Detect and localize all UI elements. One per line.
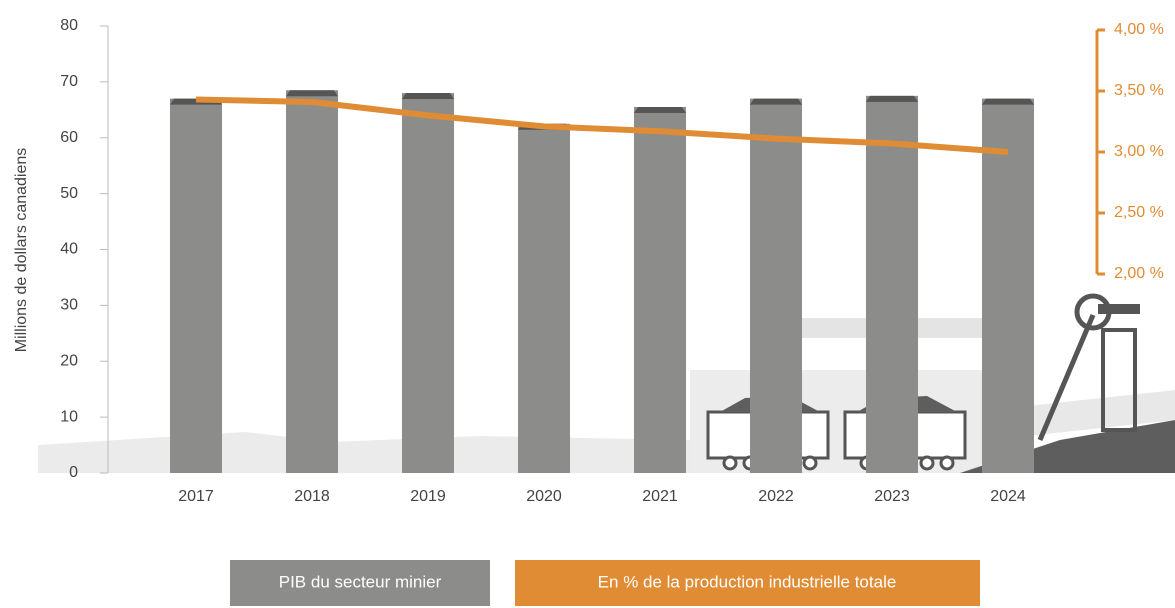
bar: [750, 99, 802, 473]
bar-cap: [402, 93, 454, 99]
x-tick-label: 2017: [178, 488, 214, 505]
y-tick-label: 20: [60, 352, 78, 369]
x-tick-label: 2021: [642, 488, 678, 505]
x-tick-label: 2018: [294, 488, 330, 505]
y2-tick-label: 2,00 %: [1114, 265, 1164, 282]
bar-cap: [750, 99, 802, 105]
bar-cap: [982, 99, 1034, 105]
y-tick-label: 30: [60, 297, 78, 314]
chart: Millions de dollars canadiens PIB du sec…: [0, 0, 1175, 608]
x-tick-label: 2019: [410, 488, 446, 505]
bar: [286, 90, 338, 473]
y-axis-label: Millions de dollars canadiens: [13, 148, 30, 353]
x-tick-label: 2022: [758, 488, 794, 505]
y-tick-label: 10: [60, 408, 78, 425]
y2-tick-label: 3,00 %: [1114, 143, 1164, 160]
bar-cap: [634, 107, 686, 113]
legend-label: En % de la production industrielle total…: [598, 572, 897, 591]
bar: [982, 99, 1034, 473]
bar-cap: [286, 90, 338, 96]
bar: [402, 93, 454, 473]
bar: [170, 99, 222, 473]
x-tick-label: 2020: [526, 488, 562, 505]
legend: PIB du secteur minier En % de la product…: [230, 560, 980, 606]
bar: [634, 107, 686, 473]
y2-tick-label: 4,00 %: [1114, 21, 1164, 38]
y2-tick-label: 3,50 %: [1114, 82, 1164, 99]
y-tick-label: 0: [69, 464, 78, 481]
y-tick-label: 70: [60, 73, 78, 90]
x-tick-label: 2023: [874, 488, 910, 505]
bar: [866, 96, 918, 473]
y2-tick-label: 2,50 %: [1114, 204, 1164, 221]
bar: [518, 124, 570, 473]
y-tick-label: 80: [60, 17, 78, 34]
legend-label: PIB du secteur minier: [279, 572, 442, 591]
x-tick-label: 2024: [990, 488, 1026, 505]
y-tick-label: 40: [60, 241, 78, 258]
bar-cap: [866, 96, 918, 102]
y-tick-label: 60: [60, 129, 78, 146]
y-tick-label: 50: [60, 185, 78, 202]
